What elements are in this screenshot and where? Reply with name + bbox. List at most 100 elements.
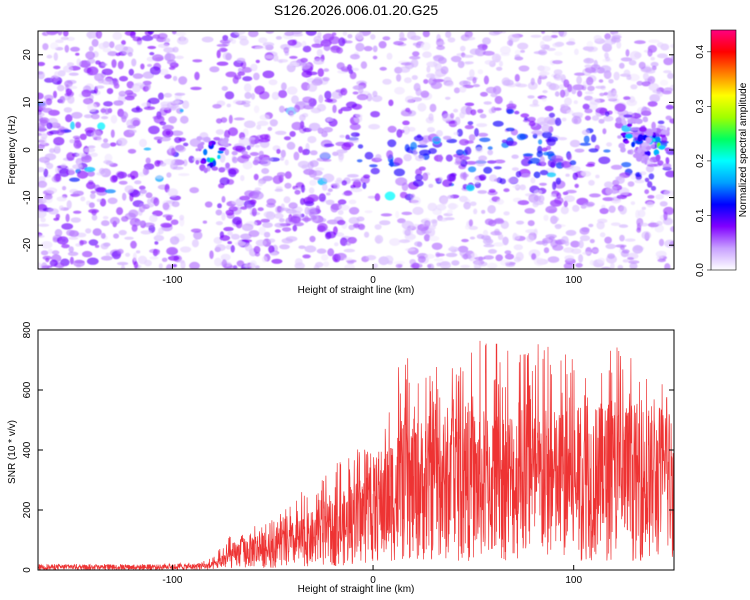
spectrogram-blob: [610, 164, 623, 170]
spectrogram-blob: [216, 118, 223, 124]
spectrogram-blob: [468, 166, 477, 173]
spectrogram-blob: [158, 263, 163, 269]
spectrogram-blob: [225, 209, 235, 216]
spectrogram-blob: [232, 156, 238, 164]
spectrogram-blob: [124, 236, 134, 240]
spectrogram-blob: [85, 228, 92, 234]
spectrogram-blob: [221, 86, 228, 91]
spectrogram-blob: [511, 154, 519, 159]
spectrogram-blob: [67, 251, 79, 256]
spectrogram-blob: [393, 157, 403, 166]
spectrogram-blob: [395, 263, 403, 269]
spectrogram-blob: [263, 231, 271, 238]
spectrogram-blob: [603, 149, 611, 153]
spectrogram-blob: [317, 222, 328, 232]
spectrogram-blob: [608, 205, 616, 213]
spectrogram-blob: [656, 42, 664, 48]
spectrogram-blob: [493, 166, 502, 170]
spectrogram-blob: [367, 195, 377, 199]
spectrogram-blob: [261, 168, 270, 174]
spectrogram-blob: [90, 190, 97, 194]
colorbar-label: Normalized spectral amplitude: [738, 82, 749, 217]
spectrogram-blob: [171, 31, 177, 35]
spectrogram-blob: [91, 38, 99, 47]
spectrogram-blob: [87, 32, 93, 40]
spectrogram-blob: [250, 63, 258, 72]
spectrogram-blob: [62, 186, 67, 191]
spectrogram-blob: [663, 211, 668, 221]
spectrogram-blob: [349, 71, 357, 80]
spectrogram-blob: [627, 257, 634, 261]
spectrogram-blob: [592, 249, 600, 253]
spectrogram-blob: [308, 187, 315, 194]
spectrogram-blob: [126, 81, 134, 89]
spectrogram-blob: [234, 241, 246, 247]
spectrogram-blob: [80, 196, 86, 202]
spectrogram-hotspot: [208, 141, 213, 146]
spectrogram-blob: [667, 72, 674, 79]
spectrogram-hotspot: [623, 120, 627, 126]
spectrogram-blob: [53, 52, 58, 61]
spectrogram-blob: [445, 96, 451, 100]
spectrogram-blob: [553, 216, 560, 222]
spectrogram-blob: [261, 256, 268, 263]
spectrogram-hotspot: [637, 134, 644, 141]
spectrogram-blob: [41, 262, 48, 269]
spectrogram-blob: [243, 103, 251, 108]
spectrogram-blob: [250, 93, 256, 100]
spectrogram-blob: [153, 197, 160, 207]
snr-y-tick-label: 400: [22, 441, 33, 458]
spectrogram-blob: [503, 211, 510, 216]
spectrogram-blob: [621, 162, 632, 168]
spectrogram-blob: [163, 37, 171, 43]
spectrogram-blob: [585, 163, 595, 167]
spectrogram-blob: [363, 45, 373, 52]
spectrogram-blob: [532, 201, 539, 208]
spectrogram-blob: [75, 143, 82, 148]
spectrogram-blob: [355, 113, 363, 118]
spectrogram-blob: [552, 60, 563, 65]
spectrogram-blob: [436, 262, 442, 267]
figure-title: S126.2026.006.01.20.G25: [274, 2, 438, 18]
spectrogram-blob: [109, 216, 120, 225]
spectrogram-blob: [348, 199, 357, 205]
spectrogram-blob: [578, 240, 584, 249]
spectrogram-blob: [337, 151, 344, 157]
spectrogram-blob: [117, 138, 128, 145]
spectrogram-hotspot: [638, 126, 647, 133]
spectrogram-blob: [273, 213, 284, 219]
spectrogram-blob: [340, 87, 348, 96]
spectrogram-blob: [480, 91, 488, 97]
spectrogram-blob: [648, 173, 655, 180]
spectrogram-blob: [638, 61, 646, 70]
spectrogram-blob: [426, 61, 438, 68]
spectrogram-blob: [494, 95, 503, 105]
spectrogram-blob: [75, 52, 80, 56]
spectrogram-blob: [662, 163, 672, 169]
spectrogram-blob: [183, 142, 189, 147]
spectrogram-blob: [629, 127, 640, 131]
spectrogram-blob: [461, 238, 469, 243]
spectrogram-blob: [538, 139, 543, 145]
spectrogram-blob: [304, 206, 310, 215]
spectrogram-blob: [92, 228, 102, 236]
spectrogram-blob: [492, 218, 505, 225]
spectrogram-blob: [551, 155, 564, 162]
spectrogram-blob: [404, 77, 412, 84]
spectrogram-blob: [225, 244, 232, 250]
spectrogram-blob: [387, 139, 397, 148]
spectrogram-blob: [147, 45, 157, 50]
spectrogram-blob: [324, 90, 332, 100]
spectrogram-blob: [258, 37, 268, 44]
spectrogram-blob: [369, 164, 378, 168]
spectrogram-blob: [231, 150, 238, 156]
spectrogram-blob: [131, 58, 137, 67]
spectrogram-blob: [499, 46, 511, 55]
spectrogram-blob: [147, 198, 152, 204]
spectrogram-blob: [287, 39, 297, 46]
spectrogram-blob: [217, 203, 222, 209]
spectrogram-x-axis-label: Height of straight line (km): [298, 285, 415, 296]
spectrogram-blob: [236, 260, 245, 267]
spectrogram-blob: [246, 145, 251, 151]
spectrogram-blob: [520, 49, 525, 53]
